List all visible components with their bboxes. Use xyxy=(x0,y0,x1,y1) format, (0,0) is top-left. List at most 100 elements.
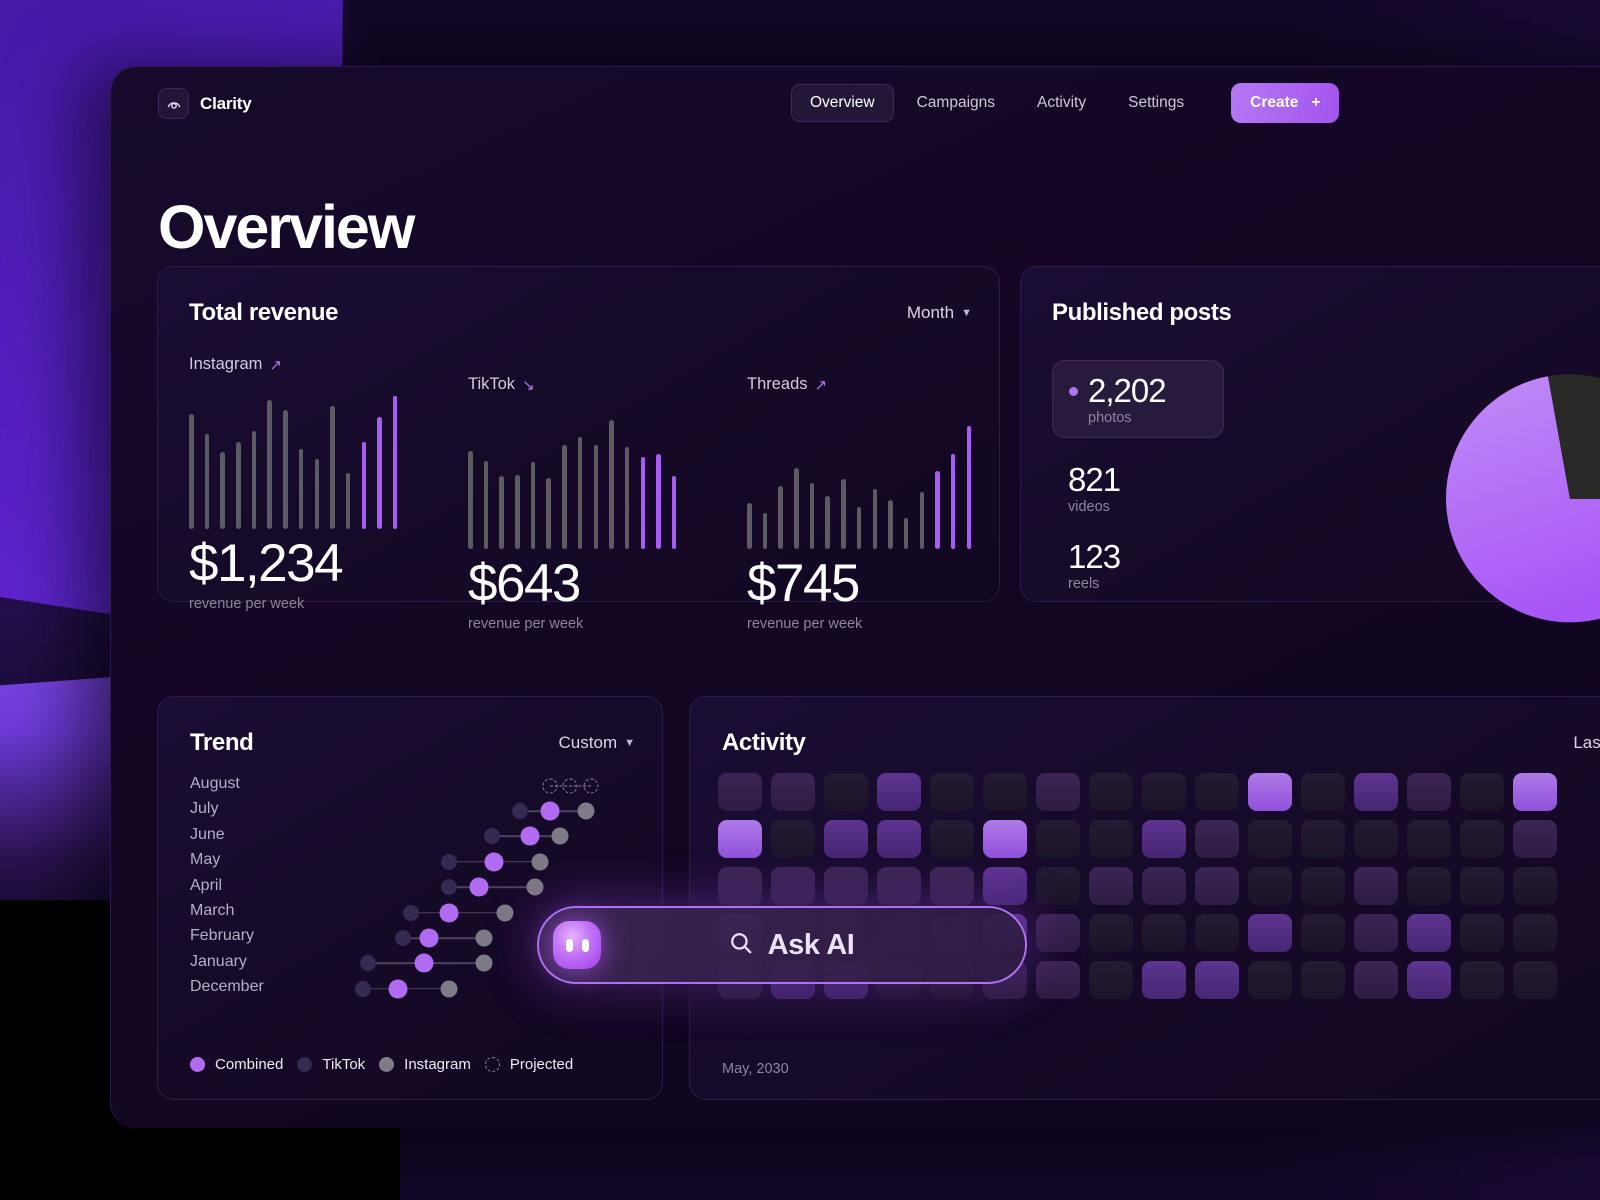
trend-dot-instagram[interactable] xyxy=(496,904,514,922)
trend-dot-tiktok[interactable] xyxy=(440,853,457,870)
activity-cell[interactable] xyxy=(1301,867,1345,905)
activity-cell[interactable] xyxy=(983,820,1027,858)
activity-cell[interactable] xyxy=(1089,773,1133,811)
activity-cell[interactable] xyxy=(771,867,815,905)
activity-cell[interactable] xyxy=(1407,820,1451,858)
nav-item-campaigns[interactable]: Campaigns xyxy=(916,94,996,111)
trend-dot-instagram[interactable] xyxy=(551,827,569,845)
activity-cell[interactable] xyxy=(1248,961,1292,999)
trend-dot-combined[interactable] xyxy=(540,801,560,821)
create-button[interactable]: Create + xyxy=(1231,83,1340,123)
activity-cell[interactable] xyxy=(1089,867,1133,905)
brand[interactable]: Clarity xyxy=(158,88,252,119)
activity-cell[interactable] xyxy=(1248,773,1292,811)
nav-item-overview[interactable]: Overview xyxy=(791,84,894,122)
activity-cell[interactable] xyxy=(1407,867,1451,905)
trend-dot-combined[interactable] xyxy=(484,852,504,872)
trend-dot-tiktok[interactable] xyxy=(359,955,376,972)
nav-item-settings[interactable]: Settings xyxy=(1128,94,1185,111)
activity-cell[interactable] xyxy=(1301,914,1345,952)
activity-cell[interactable] xyxy=(1354,914,1398,952)
activity-cell[interactable] xyxy=(1513,961,1557,999)
activity-cell[interactable] xyxy=(983,773,1027,811)
trend-dot-instagram[interactable] xyxy=(531,853,549,871)
trend-dot-combined[interactable] xyxy=(469,877,489,897)
trend-dot-combined[interactable] xyxy=(388,979,408,999)
activity-cell[interactable] xyxy=(718,773,762,811)
activity-cell[interactable] xyxy=(1036,914,1080,952)
activity-cell[interactable] xyxy=(1354,773,1398,811)
trend-dot-combined[interactable] xyxy=(414,953,434,973)
activity-cell[interactable] xyxy=(1142,820,1186,858)
activity-cell[interactable] xyxy=(1036,961,1080,999)
trend-dot-instagram[interactable] xyxy=(475,929,493,947)
trend-dot-projected[interactable] xyxy=(583,778,599,794)
activity-cell[interactable] xyxy=(930,867,974,905)
activity-cell[interactable] xyxy=(1089,961,1133,999)
ask-ai-bar[interactable]: Ask AI xyxy=(537,906,1027,984)
activity-cell[interactable] xyxy=(771,820,815,858)
activity-cell[interactable] xyxy=(1407,914,1451,952)
activity-cell[interactable] xyxy=(930,820,974,858)
activity-cell[interactable] xyxy=(1142,914,1186,952)
stat-reels[interactable]: 123 reels xyxy=(1052,539,1224,592)
legend-tiktok[interactable]: TikTok xyxy=(297,1056,365,1073)
activity-cell[interactable] xyxy=(1195,961,1239,999)
stat-photos[interactable]: 2,202 photos xyxy=(1052,360,1224,438)
trend-dot-tiktok[interactable] xyxy=(440,879,457,896)
trend-range-dropdown[interactable]: Custom ▼ xyxy=(559,733,635,753)
activity-cell[interactable] xyxy=(718,820,762,858)
stat-videos[interactable]: 821 videos xyxy=(1052,462,1224,515)
activity-cell[interactable] xyxy=(1195,867,1239,905)
activity-cell[interactable] xyxy=(718,867,762,905)
activity-cell[interactable] xyxy=(1195,914,1239,952)
activity-cell[interactable] xyxy=(930,773,974,811)
activity-cell[interactable] xyxy=(1036,867,1080,905)
activity-cell[interactable] xyxy=(1248,867,1292,905)
activity-cell[interactable] xyxy=(1354,867,1398,905)
activity-cell[interactable] xyxy=(877,820,921,858)
trend-dot-instagram[interactable] xyxy=(475,954,493,972)
activity-range-dropdown[interactable]: Last 3 months ▼ xyxy=(1573,733,1600,753)
trend-dot-instagram[interactable] xyxy=(577,802,595,820)
trend-dot-tiktok[interactable] xyxy=(483,828,500,845)
activity-cell[interactable] xyxy=(771,773,815,811)
activity-cell[interactable] xyxy=(1513,914,1557,952)
legend-combined[interactable]: Combined xyxy=(190,1056,283,1073)
activity-cell[interactable] xyxy=(1460,867,1504,905)
activity-cell[interactable] xyxy=(824,867,868,905)
activity-cell[interactable] xyxy=(1513,820,1557,858)
activity-cell[interactable] xyxy=(824,773,868,811)
trend-dot-tiktok[interactable] xyxy=(403,904,419,921)
activity-cell[interactable] xyxy=(1513,773,1557,811)
activity-cell[interactable] xyxy=(1513,867,1557,905)
activity-cell[interactable] xyxy=(1407,773,1451,811)
trend-dot-combined[interactable] xyxy=(520,826,540,846)
activity-cell[interactable] xyxy=(1248,820,1292,858)
activity-cell[interactable] xyxy=(1036,820,1080,858)
legend-projected[interactable]: Projected xyxy=(484,1056,573,1073)
trend-dot-tiktok[interactable] xyxy=(511,803,528,820)
activity-cell[interactable] xyxy=(1460,820,1504,858)
trend-dot-instagram[interactable] xyxy=(526,878,544,896)
activity-cell[interactable] xyxy=(1036,773,1080,811)
activity-cell[interactable] xyxy=(1248,914,1292,952)
trend-dot-combined[interactable] xyxy=(439,903,459,923)
activity-cell[interactable] xyxy=(1460,914,1504,952)
activity-cell[interactable] xyxy=(1142,961,1186,999)
activity-cell[interactable] xyxy=(824,820,868,858)
activity-cell[interactable] xyxy=(1407,961,1451,999)
trend-dot-instagram[interactable] xyxy=(440,980,458,998)
trend-dot-projected[interactable] xyxy=(562,778,578,794)
activity-cell[interactable] xyxy=(1354,820,1398,858)
activity-cell[interactable] xyxy=(1301,820,1345,858)
activity-cell[interactable] xyxy=(1354,961,1398,999)
activity-cell[interactable] xyxy=(1195,820,1239,858)
nav-item-activity[interactable]: Activity xyxy=(1037,94,1087,111)
trend-dot-tiktok[interactable] xyxy=(354,980,371,997)
activity-cell[interactable] xyxy=(1142,773,1186,811)
legend-instagram[interactable]: Instagram xyxy=(379,1056,471,1073)
activity-cell[interactable] xyxy=(1089,820,1133,858)
activity-cell[interactable] xyxy=(1301,773,1345,811)
activity-cell[interactable] xyxy=(877,773,921,811)
